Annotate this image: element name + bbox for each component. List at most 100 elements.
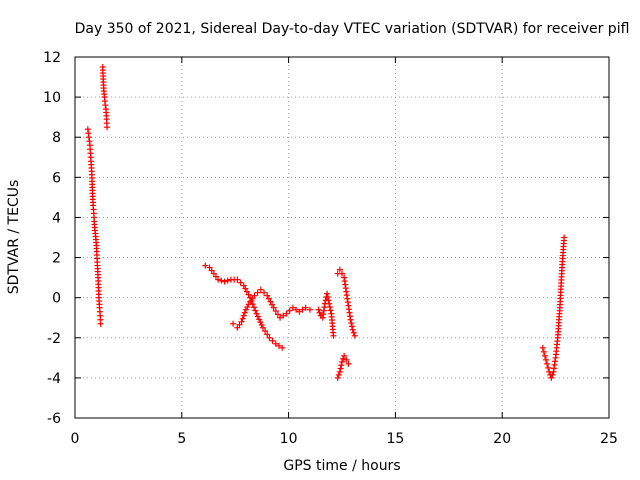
y-tick-label: 8 — [52, 130, 61, 146]
plot-frame — [74, 56, 610, 419]
data-point — [343, 356, 350, 363]
data-point — [245, 291, 252, 298]
data-point — [542, 356, 549, 363]
grid — [75, 57, 609, 418]
data-point — [237, 279, 244, 286]
data-point — [270, 304, 277, 311]
data-point — [293, 306, 300, 313]
data-point — [224, 277, 231, 284]
data-point — [267, 298, 274, 305]
data-point — [265, 295, 272, 302]
series-arc-6 — [334, 266, 358, 339]
data-point — [212, 273, 219, 280]
data-point — [334, 374, 341, 381]
data-point — [335, 371, 342, 378]
data-point — [259, 324, 266, 331]
data-point — [339, 358, 345, 365]
x-tick-label: 15 — [386, 431, 404, 447]
data-point — [238, 318, 245, 325]
y-tick-label: -2 — [47, 331, 61, 347]
data-point — [257, 286, 264, 293]
series-arc-2 — [99, 64, 111, 131]
data-point — [306, 306, 313, 313]
data-point — [254, 313, 261, 320]
series-arc-8 — [539, 234, 568, 381]
data-point — [234, 276, 241, 283]
data-point — [264, 292, 271, 299]
data-point — [240, 282, 247, 289]
y-axis-label: SDTVAR / TECUs — [6, 180, 22, 295]
data-point — [253, 310, 260, 317]
data-point — [299, 306, 306, 313]
data-point — [280, 312, 287, 319]
data-point — [269, 301, 276, 308]
data-point — [327, 307, 334, 314]
data-point — [279, 344, 286, 351]
data-point — [541, 352, 548, 359]
data-point — [241, 309, 248, 316]
data-point — [206, 264, 213, 271]
data-point — [243, 288, 250, 295]
data-point — [275, 342, 282, 349]
series-arc-3 — [202, 262, 286, 351]
data-point — [286, 307, 293, 314]
data-point — [258, 321, 265, 328]
data-point — [339, 270, 345, 277]
data-point — [283, 310, 290, 317]
y-tick-label: -6 — [47, 411, 61, 427]
data-point — [302, 304, 309, 311]
data-point — [338, 362, 345, 369]
y-tick-label: 6 — [52, 170, 61, 186]
series-arc-1 — [84, 126, 104, 327]
data-point — [277, 314, 284, 321]
data-point — [330, 332, 337, 339]
data-point — [351, 332, 358, 339]
data-point — [252, 307, 259, 314]
y-tick-label: 4 — [52, 210, 61, 226]
data-point — [336, 266, 343, 273]
data-point — [549, 371, 556, 378]
data-point — [239, 315, 246, 322]
data-point — [215, 276, 222, 283]
data-point — [316, 309, 323, 316]
series-arc-5 — [315, 290, 337, 339]
data-point — [337, 365, 344, 372]
data-point — [256, 316, 263, 323]
data-point — [324, 293, 331, 300]
data-point — [230, 320, 237, 327]
data-point — [249, 295, 256, 302]
data-point — [102, 102, 109, 109]
data-point — [340, 355, 347, 362]
data-point — [257, 319, 264, 326]
data-point — [350, 329, 357, 336]
data-point — [539, 344, 546, 351]
data-point — [272, 308, 279, 315]
data-point — [221, 278, 228, 285]
data-point — [247, 298, 254, 305]
data-point — [336, 368, 343, 375]
y-tick-label: 0 — [52, 291, 61, 307]
x-tick-label: 5 — [177, 431, 186, 447]
data-point — [269, 337, 276, 344]
y-tick-label: 12 — [43, 50, 61, 66]
data-point — [326, 304, 333, 311]
y-tick-label: -4 — [47, 371, 61, 387]
data-point — [210, 270, 217, 277]
data-point — [272, 340, 279, 347]
data-point — [348, 323, 355, 330]
y-tick-label: 10 — [43, 90, 61, 106]
data-point — [540, 348, 547, 355]
data-point — [254, 289, 261, 296]
data-points — [84, 64, 568, 381]
data-point — [289, 304, 296, 311]
y-tick-label: 2 — [52, 251, 61, 267]
data-point — [97, 320, 104, 327]
x-tick-label: 0 — [71, 431, 80, 447]
data-point — [296, 308, 303, 315]
series-arc-4 — [230, 286, 313, 331]
data-point — [348, 320, 355, 327]
data-point — [315, 306, 322, 313]
data-point — [208, 267, 215, 274]
x-tick-label: 20 — [493, 431, 511, 447]
